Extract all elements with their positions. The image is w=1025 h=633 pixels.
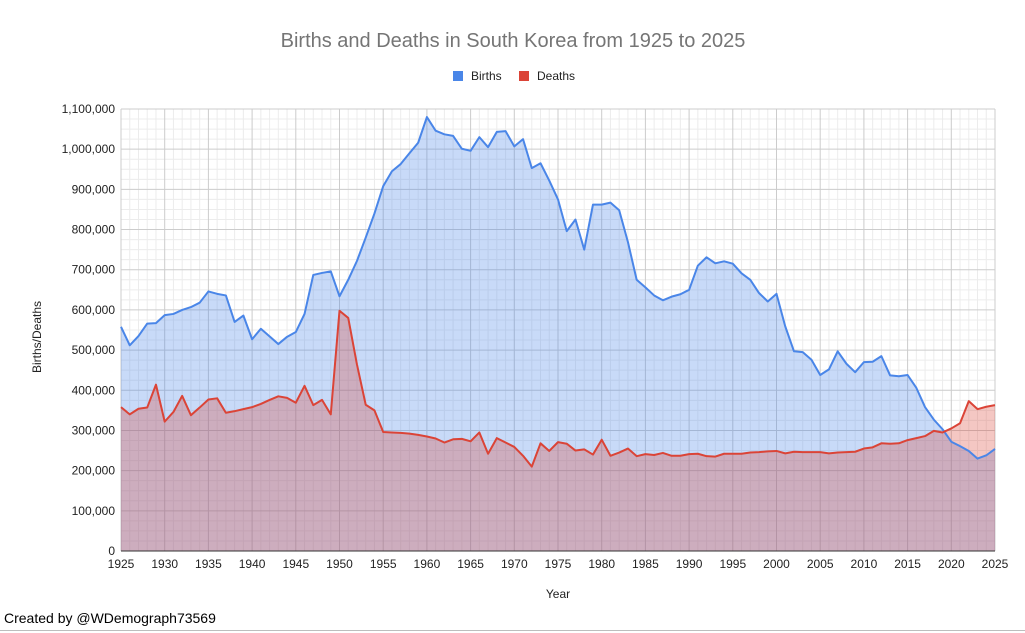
y-tick-label: 1,000,000 [62, 142, 116, 156]
x-tick-label: 2025 [982, 557, 1009, 571]
y-tick-label: 0 [108, 544, 115, 558]
x-tick-label: 2020 [938, 557, 965, 571]
x-axis-ticks: 1925 1930 1935 1940 1945 1950 1955 1960 1965 1970… [108, 557, 1009, 571]
x-tick-label: 1945 [282, 557, 309, 571]
x-tick-label: 1950 [326, 557, 353, 571]
x-tick-label: 1990 [676, 557, 703, 571]
chart-title: Births and Deaths in South Korea from 19… [281, 30, 746, 52]
x-tick-label: 1925 [108, 557, 135, 571]
y-tick-label: 100,000 [72, 504, 116, 518]
credit-text: Created by @WDemograph73569 [4, 610, 216, 626]
x-tick-label: 1930 [151, 557, 178, 571]
y-axis-label: Births/Deaths [30, 301, 44, 373]
y-tick-label: 400,000 [72, 383, 116, 397]
x-tick-label: 2010 [851, 557, 878, 571]
deaths-area [121, 310, 995, 551]
y-axis-ticks: 0 100,000 200,000 300,000 400,000 500,000 600,… [62, 102, 116, 558]
x-tick-label: 1975 [545, 557, 572, 571]
y-tick-label: 900,000 [72, 182, 116, 196]
y-tick-label: 500,000 [72, 343, 116, 357]
x-tick-label: 2015 [894, 557, 921, 571]
x-tick-label: 1965 [457, 557, 484, 571]
x-tick-label: 2000 [763, 557, 790, 571]
x-tick-label: 2005 [807, 557, 834, 571]
y-tick-label: 200,000 [72, 464, 116, 478]
x-tick-label: 1935 [195, 557, 222, 571]
y-tick-label: 600,000 [72, 303, 116, 317]
y-tick-label: 1,100,000 [62, 102, 116, 116]
x-tick-label: 1980 [588, 557, 615, 571]
major-gridlines [120, 108, 996, 552]
legend-swatch-deaths [519, 71, 529, 81]
legend-swatch-births [453, 71, 463, 81]
y-tick-label: 300,000 [72, 423, 116, 437]
births-line[interactable] [120, 116, 996, 460]
y-tick-label: 800,000 [72, 223, 116, 237]
births-area [121, 117, 995, 551]
bottom-divider [0, 630, 1025, 631]
legend[interactable]: Births Deaths [453, 69, 575, 83]
y-tick-label: 700,000 [72, 263, 116, 277]
x-tick-label: 1940 [239, 557, 266, 571]
legend-label-births: Births [471, 69, 502, 83]
x-tick-label: 1970 [501, 557, 528, 571]
x-axis-label: Year [546, 587, 570, 601]
deaths-line[interactable] [120, 309, 996, 468]
x-tick-label: 1985 [632, 557, 659, 571]
x-tick-label: 1995 [719, 557, 746, 571]
x-tick-label: 1955 [370, 557, 397, 571]
x-tick-label: 1960 [414, 557, 441, 571]
legend-label-deaths: Deaths [537, 69, 575, 83]
